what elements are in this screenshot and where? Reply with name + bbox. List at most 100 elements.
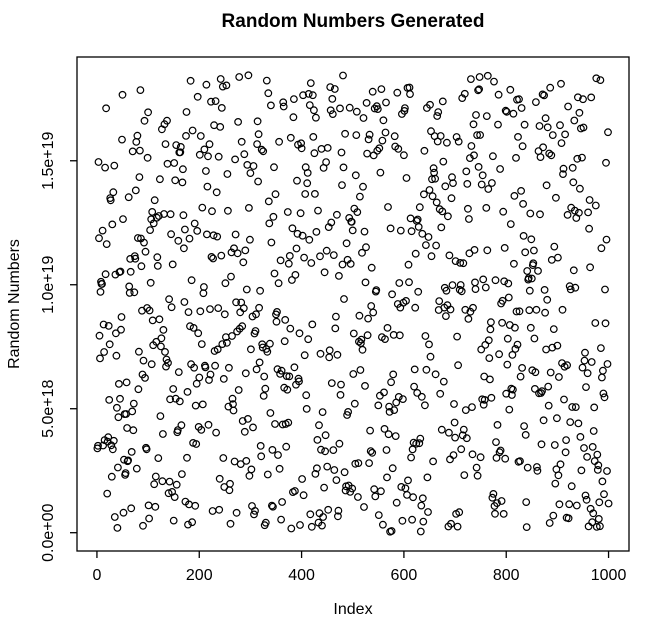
data-point [537, 440, 546, 449]
data-point [102, 240, 111, 249]
data-point [239, 304, 248, 313]
data-point [204, 152, 212, 161]
data-point [246, 345, 255, 354]
data-point [381, 128, 390, 137]
data-point [419, 517, 428, 526]
data-point [595, 498, 604, 507]
data-point [114, 413, 123, 422]
data-point [338, 260, 347, 269]
data-point [241, 369, 250, 378]
data-point [382, 446, 391, 454]
data-point [543, 123, 552, 132]
data-point [514, 132, 522, 141]
data-point [354, 459, 363, 468]
data-point [455, 285, 464, 294]
data-point [468, 450, 477, 459]
data-point [357, 335, 366, 344]
data-point [388, 290, 397, 299]
data-point [205, 140, 214, 149]
data-point [477, 180, 486, 189]
data-point [125, 289, 134, 297]
data-point [402, 174, 411, 182]
data-point [554, 253, 562, 262]
data-point [483, 71, 492, 80]
data-point [273, 308, 281, 316]
data-point [359, 114, 368, 122]
data-point [268, 446, 277, 454]
data-point [302, 405, 311, 413]
data-point [239, 258, 248, 267]
data-point [278, 498, 287, 506]
data-point [565, 500, 574, 509]
data-point [565, 282, 574, 291]
data-point [241, 246, 250, 255]
data-point [388, 464, 397, 473]
data-point [596, 522, 604, 531]
data-point [394, 393, 403, 401]
data-point [383, 473, 391, 482]
data-point [600, 393, 609, 402]
data-point [358, 345, 367, 354]
data-point [345, 213, 354, 222]
data-point [502, 389, 511, 398]
data-point [151, 472, 160, 481]
data-point [100, 348, 108, 356]
data-point [127, 504, 136, 513]
data-point [515, 95, 523, 104]
data-point [108, 220, 117, 229]
data-point [125, 282, 134, 291]
data-point [332, 476, 341, 485]
data-point [360, 227, 369, 236]
data-point [201, 167, 210, 175]
data-point [602, 158, 610, 167]
data-point [546, 368, 555, 377]
data-point [408, 515, 417, 524]
data-point [118, 135, 126, 144]
data-point [564, 514, 573, 523]
data-point [495, 350, 504, 359]
data-point [317, 445, 325, 454]
data-point [352, 131, 361, 140]
data-point [588, 443, 597, 451]
data-point [500, 277, 509, 286]
data-point [250, 510, 258, 519]
data-point [382, 98, 390, 107]
y-tick-label: 1.5e+19 [40, 132, 57, 190]
data-point [479, 400, 488, 409]
x-tick-label: 1000 [591, 567, 627, 584]
data-point [139, 521, 147, 530]
data-point [545, 149, 554, 158]
data-point [561, 130, 569, 139]
data-point [494, 90, 503, 99]
data-point [457, 287, 466, 296]
data-point [522, 523, 531, 531]
data-point [304, 89, 313, 98]
x-tick-label: 600 [391, 567, 418, 584]
data-point [108, 445, 117, 454]
data-point [582, 383, 590, 392]
data-point [456, 281, 465, 289]
data-point [142, 445, 151, 454]
data-point [444, 212, 452, 221]
data-point [486, 375, 494, 384]
data-point [501, 106, 510, 115]
data-point [525, 286, 534, 295]
data-point [387, 378, 396, 387]
data-point [215, 474, 224, 483]
data-point [249, 423, 257, 432]
data-point [102, 104, 110, 113]
data-point [191, 401, 200, 410]
data-point [166, 210, 175, 219]
data-point [402, 297, 410, 305]
data-point [413, 389, 422, 397]
data-point [462, 434, 471, 443]
data-point [326, 83, 335, 91]
data-point [144, 501, 153, 510]
data-point [271, 190, 280, 199]
data-point [540, 91, 548, 100]
data-point [222, 338, 231, 347]
data-point [521, 431, 530, 439]
data-point [355, 311, 364, 320]
data-point [133, 234, 142, 242]
data-point [228, 394, 237, 403]
